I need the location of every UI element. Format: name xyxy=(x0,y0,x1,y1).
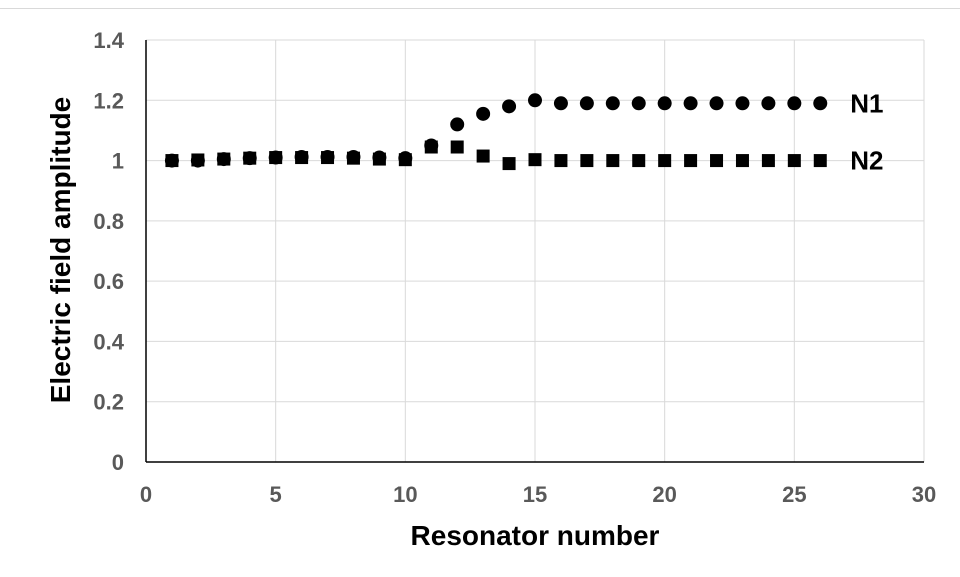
data-point-n1 xyxy=(502,99,517,114)
data-point-n2 xyxy=(684,154,698,168)
data-point-n1 xyxy=(528,93,542,108)
x-tick-label: 15 xyxy=(523,482,547,507)
data-point-n2 xyxy=(217,152,231,166)
data-point-n2 xyxy=(372,152,386,166)
data-point-n2 xyxy=(658,154,672,168)
data-points xyxy=(164,93,828,171)
data-point-n2 xyxy=(398,153,412,167)
data-point-n2 xyxy=(787,154,801,168)
y-axis-title: Electric field amplitude xyxy=(45,97,76,404)
data-point-n2 xyxy=(191,153,205,167)
data-point-n2 xyxy=(606,154,620,168)
data-point-n1 xyxy=(476,106,491,121)
data-point-n1 xyxy=(709,96,724,111)
y-tick-label: 0.6 xyxy=(93,269,124,294)
y-tick-label: 0.8 xyxy=(93,209,124,234)
y-tick-label: 0.2 xyxy=(93,390,124,415)
series-label-n2: N2 xyxy=(850,146,883,176)
x-tick-label: 5 xyxy=(270,482,282,507)
series-labels: N1 N2 xyxy=(850,88,883,175)
x-tick-label: 25 xyxy=(782,482,806,507)
data-point-n2 xyxy=(580,154,594,168)
data-point-n1 xyxy=(813,96,828,111)
y-tick-label: 1 xyxy=(112,149,124,174)
y-tick-label: 1.2 xyxy=(93,88,124,113)
y-tick-label: 1.4 xyxy=(93,28,124,53)
data-point-n2 xyxy=(813,154,827,168)
data-point-n2 xyxy=(165,154,179,168)
axes xyxy=(145,40,924,463)
data-point-n2 xyxy=(295,151,309,165)
data-point-n1 xyxy=(450,117,465,132)
x-tick-label: 0 xyxy=(140,482,152,507)
data-point-n1 xyxy=(553,96,568,111)
data-point-n2 xyxy=(502,157,516,171)
series-label-n1: N1 xyxy=(850,88,883,118)
data-point-n1 xyxy=(735,96,750,111)
data-point-n2 xyxy=(321,151,335,165)
data-point-n1 xyxy=(657,96,672,111)
data-point-n1 xyxy=(631,96,646,111)
data-point-n2 xyxy=(450,140,464,154)
data-point-n2 xyxy=(269,151,283,165)
data-point-n2 xyxy=(346,151,360,165)
data-point-n1 xyxy=(787,96,802,111)
data-point-n1 xyxy=(761,96,776,111)
data-point-n1 xyxy=(579,96,594,111)
data-point-n2 xyxy=(735,154,749,168)
x-tick-label: 10 xyxy=(393,482,417,507)
y-tick-label: 0.4 xyxy=(93,329,124,354)
data-point-n2 xyxy=(761,154,775,168)
data-point-n2 xyxy=(476,149,490,163)
x-tick-label: 30 xyxy=(912,482,936,507)
data-point-n1 xyxy=(683,96,698,111)
y-tick-label: 0 xyxy=(112,450,124,475)
tick-labels: 0 0.2 0.4 0.6 0.8 1 1.2 1.4 0 5 10 15 20 25 30 xyxy=(93,28,936,507)
top-border-line xyxy=(0,8,960,9)
x-tick-label: 20 xyxy=(652,482,676,507)
data-point-n2 xyxy=(528,153,542,167)
data-point-n2 xyxy=(243,151,257,165)
data-point-n1 xyxy=(605,96,620,111)
data-point-n2 xyxy=(632,154,646,168)
data-point-n2 xyxy=(554,154,568,168)
data-point-n2 xyxy=(424,140,438,154)
x-axis-title: Resonator number xyxy=(411,520,660,551)
data-point-n2 xyxy=(710,154,724,168)
